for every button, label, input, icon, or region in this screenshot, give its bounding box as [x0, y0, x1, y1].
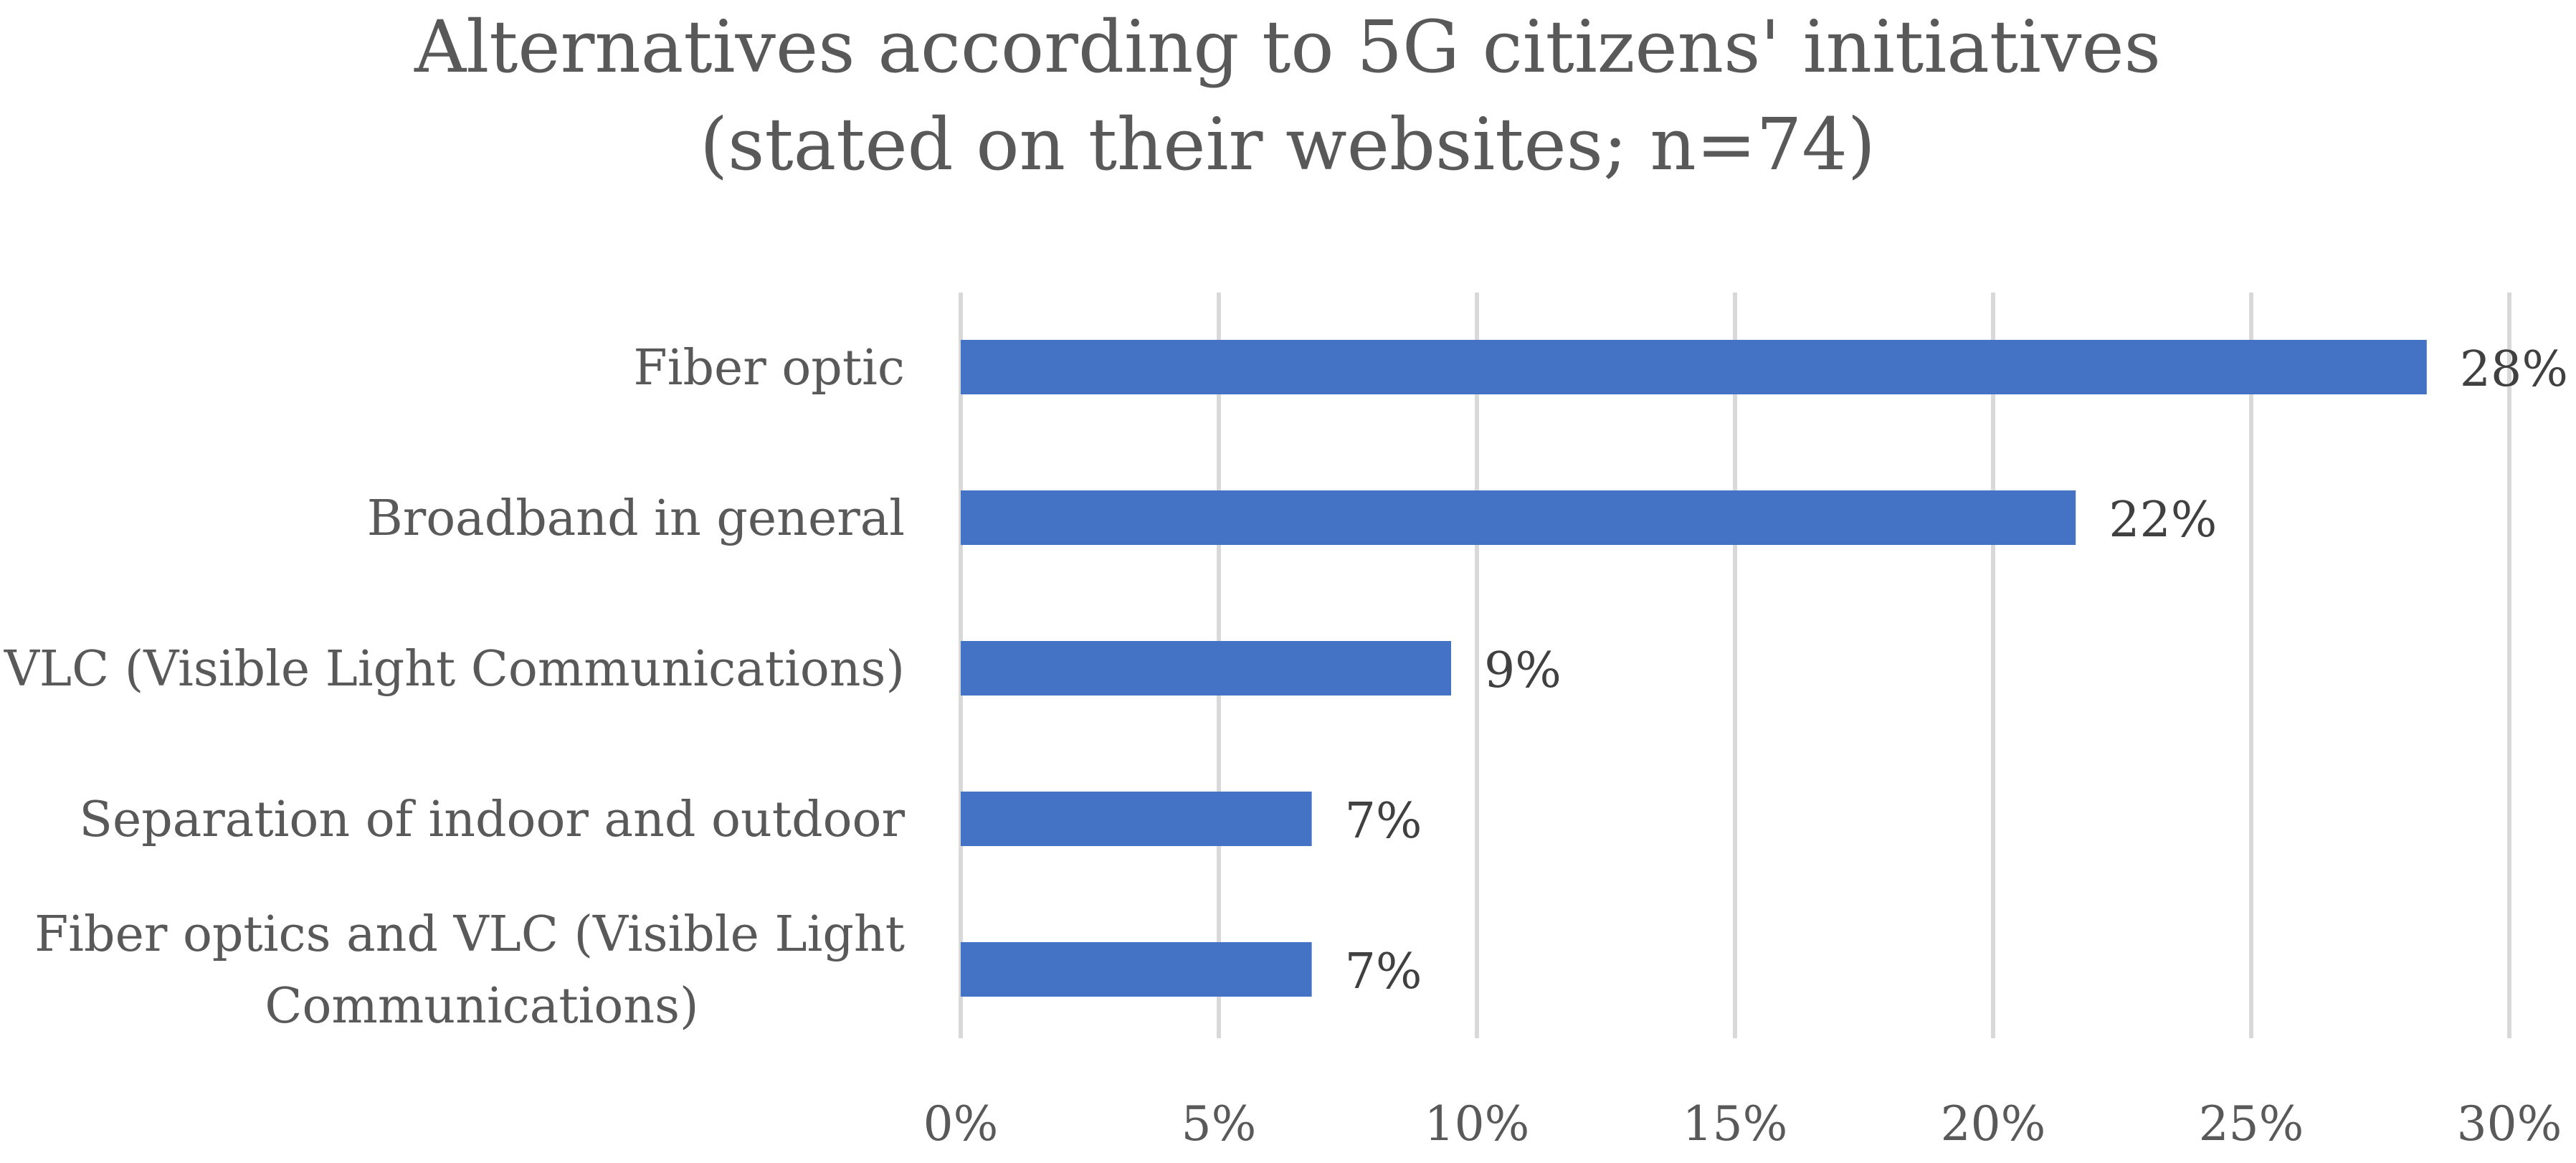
x-tick-label: 5%	[1182, 1096, 1257, 1152]
chart-title: Alternatives according to 5G citizens' i…	[414, 5, 2161, 186]
bar	[961, 641, 1451, 696]
x-tick-label: 25%	[2199, 1096, 2304, 1152]
x-tick-label: 15%	[1683, 1096, 1788, 1152]
data-label: 9%	[1484, 642, 1562, 699]
category-label: Fiber optics and VLC (Visible Light	[34, 906, 905, 963]
x-axis-tick-labels: 0% 5% 10% 15% 20% 25% 30%	[923, 1096, 2562, 1152]
bars	[961, 340, 2427, 997]
category-label: Fiber optic	[634, 340, 905, 397]
bar	[961, 792, 1312, 846]
gridlines	[959, 293, 2511, 1038]
data-labels: 28% 22% 9% 7% 7%	[1345, 341, 2568, 1000]
chart-title-line: Alternatives according to 5G citizens' i…	[414, 5, 2161, 89]
category-label: VLC (Visible Light Communications)	[4, 641, 905, 698]
data-label: 7%	[1345, 793, 1422, 850]
x-tick-label: 20%	[1941, 1096, 2046, 1152]
data-label: 22%	[2109, 492, 2217, 549]
bar	[961, 340, 2427, 394]
category-labels: Fiber optic Broadband in general VLC (Visi…	[4, 340, 906, 1035]
category-label: Broadband in general	[367, 490, 905, 547]
category-label: Communications)	[265, 978, 698, 1035]
category-label: Separation of indoor and outdoor	[79, 792, 905, 848]
data-label: 7%	[1345, 944, 1422, 1000]
x-tick-label: 10%	[1425, 1096, 1530, 1152]
chart-title-line: (stated on their websites; n=74)	[700, 103, 1876, 186]
bar	[961, 942, 1312, 997]
x-tick-label: 30%	[2457, 1096, 2562, 1152]
x-tick-label: 0%	[923, 1096, 999, 1152]
bar	[961, 490, 2076, 545]
data-label: 28%	[2460, 341, 2568, 398]
